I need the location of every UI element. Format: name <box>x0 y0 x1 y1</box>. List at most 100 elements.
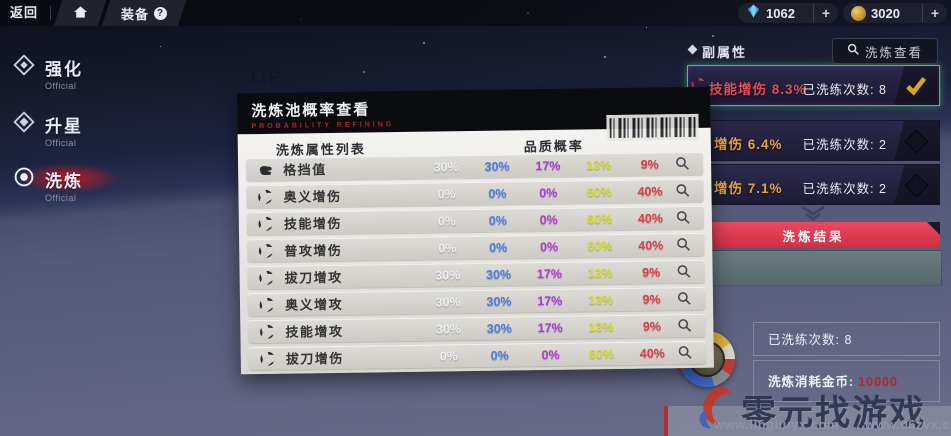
refine-result-label: 洗炼结果 <box>782 229 845 244</box>
probability-value: 9% <box>642 264 661 280</box>
swirl-icon <box>259 269 277 285</box>
watermark-logo-icon <box>692 384 740 430</box>
probability-value: 40% <box>637 183 663 199</box>
magnifier-icon[interactable] <box>678 345 693 360</box>
refine-count-label: 已洗练次数: 2 <box>802 182 887 196</box>
probability-value: 13% <box>587 265 613 280</box>
probability-value: 30% <box>486 294 512 309</box>
watermark-url-2: www.06zyx.com <box>865 417 951 432</box>
attribute-name: 拔刀增伤 <box>285 350 344 367</box>
probability-value: 9% <box>642 318 662 334</box>
probability-value: 60% <box>586 211 613 226</box>
probability-value: 13% <box>588 292 614 307</box>
magnifier-icon[interactable] <box>675 156 690 171</box>
probability-value: 0% <box>437 186 456 202</box>
probability-value: 40% <box>639 345 665 361</box>
probability-value: 0% <box>437 213 457 229</box>
magnifier-icon[interactable] <box>677 291 692 306</box>
chevron-down-icon <box>797 205 829 227</box>
probability-value: 0% <box>541 347 560 362</box>
refine-view-button[interactable]: 洗炼查看 <box>832 38 938 64</box>
attribute-name: 技能增攻 <box>285 323 344 340</box>
probability-value: 0% <box>488 186 507 201</box>
table-row: 普攻增伤 0% 0% 0% 60% 40% <box>247 232 705 263</box>
table-row: 格挡值 30% 30% 17% 13% 9% <box>245 151 704 182</box>
add-coins-button[interactable]: + <box>921 4 939 22</box>
background-tip-label: TIP <box>247 66 283 89</box>
probability-value: 13% <box>586 157 612 172</box>
star-dot <box>604 56 606 58</box>
probability-value: 30% <box>485 267 512 282</box>
gem-amount: 1062 <box>766 5 795 21</box>
magnifier-icon[interactable] <box>676 210 691 225</box>
probability-value: 9% <box>642 291 661 307</box>
probability-value: 30% <box>433 159 459 175</box>
diamond-emblem-icon <box>12 53 36 82</box>
check-icon[interactable] <box>905 75 927 97</box>
probability-value: 40% <box>638 237 664 253</box>
sub-attribute-row[interactable]: 增伤 6.4% 已洗练次数: 2 <box>687 120 940 161</box>
attribute-value-label: 增伤 7.1% <box>714 181 783 196</box>
table-row: 奥义增伤 0% 0% 0% 60% 40% <box>246 178 704 209</box>
add-gems-button[interactable]: + <box>812 4 830 22</box>
diamond-badge-icon <box>903 128 929 154</box>
home-icon <box>73 5 88 22</box>
table-row: 技能增攻 30% 30% 17% 13% 9% <box>248 313 706 344</box>
sub-attribute-row[interactable]: 技能增伤 8.3% 已洗练次数: 8 <box>687 65 940 106</box>
table-row: 奥义增攻 30% 30% 17% 13% 9% <box>247 286 706 317</box>
table-row: 拔刀增伤 0% 0% 0% 60% 40% <box>248 340 706 371</box>
sidebar-item-sub: Official <box>45 138 77 148</box>
sidebar-item-sub: Official <box>45 193 77 203</box>
magnifier-icon[interactable] <box>676 237 691 252</box>
back-button[interactable]: 返回 <box>10 5 39 20</box>
star-dot <box>712 35 714 37</box>
refine-result-banner: 洗炼结果 <box>687 222 940 248</box>
attribute-name: 格挡值 <box>283 162 327 178</box>
home-tab[interactable] <box>53 0 107 26</box>
probability-value: 17% <box>535 158 561 173</box>
probability-value: 60% <box>587 238 613 253</box>
probability-value: 30% <box>435 321 462 337</box>
probability-value: 60% <box>586 184 612 199</box>
swirl-icon <box>258 215 276 231</box>
sidebar-item-strengthen[interactable]: 强化 Official <box>12 53 122 91</box>
help-icon[interactable]: ? <box>154 6 167 20</box>
sidebar-item-star-up[interactable]: 升星 Official <box>12 110 122 148</box>
watermark-urls: www.lingliuyx.com www.06zyx.com <box>714 417 951 432</box>
refine-result-panel <box>687 250 942 286</box>
sub-attribute-row[interactable]: 增伤 7.1% 已洗练次数: 2 <box>687 164 940 205</box>
swirl-icon <box>260 350 278 366</box>
star-dot <box>160 46 161 47</box>
banner-corner-notch <box>927 222 940 235</box>
attribute-name: 奥义增攻 <box>284 296 344 313</box>
magnifier-icon[interactable] <box>675 183 690 198</box>
magnifier-icon[interactable] <box>677 264 692 279</box>
equip-tab[interactable]: 装备 ? <box>101 0 187 26</box>
section-bullet-icon <box>687 44 698 55</box>
barcode-graphic <box>606 113 699 142</box>
star-dot <box>646 27 647 28</box>
probability-value: 17% <box>537 293 563 308</box>
swirl-icon <box>259 323 277 339</box>
star-dot <box>423 42 425 44</box>
sidebar-item-refine[interactable]: 洗炼 Official <box>4 159 134 203</box>
attribute-name: 奥义增伤 <box>283 188 342 205</box>
refine-count-label: 已洗练次数: 8 <box>802 83 887 97</box>
gem-currency: 1062 + <box>738 3 838 23</box>
topbar-divider <box>50 6 51 20</box>
probability-value: 30% <box>486 321 512 336</box>
fist-icon <box>257 161 275 177</box>
probability-value: 17% <box>536 266 563 281</box>
probability-value: 0% <box>539 185 558 200</box>
swirl-icon <box>258 242 276 258</box>
probability-value: 30% <box>435 267 461 283</box>
magnifier-icon[interactable] <box>677 318 692 333</box>
probability-value: 0% <box>539 239 559 254</box>
attribute-value-label: 增伤 6.4% <box>714 137 783 152</box>
column-header-attributes: 洗炼属性列表 <box>275 141 366 158</box>
probability-value: 30% <box>435 294 461 310</box>
modal-body: 洗炼属性列表 品质概率 格挡值 30% 30% 17% 13% 9% 奥义增伤 … <box>237 113 714 375</box>
probability-value: 17% <box>537 320 563 335</box>
refine-emblem-icon <box>12 165 36 194</box>
